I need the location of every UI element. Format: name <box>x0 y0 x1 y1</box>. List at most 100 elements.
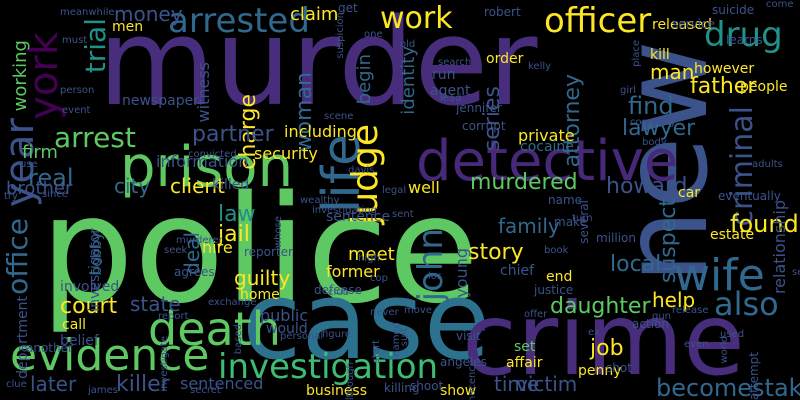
word: eventually <box>718 189 781 203</box>
word: arrested <box>168 1 310 41</box>
word: legal <box>382 185 407 196</box>
word: howard <box>606 174 688 199</box>
word: find <box>628 92 674 120</box>
word: state <box>130 292 181 316</box>
word: guilty <box>234 266 291 290</box>
word: jail <box>218 222 250 247</box>
word: real <box>28 164 74 192</box>
word: lead <box>440 93 462 104</box>
word: security <box>254 144 318 163</box>
word: agent <box>430 83 471 99</box>
word: event <box>62 105 91 116</box>
word: daughter <box>550 294 651 319</box>
word: sentenced <box>180 374 264 393</box>
word: whose <box>273 216 284 248</box>
word: story <box>468 240 524 265</box>
word: girl <box>620 85 637 96</box>
word: department <box>15 296 31 379</box>
word: working <box>10 40 31 112</box>
word: james <box>88 385 119 396</box>
word: prison <box>120 135 294 200</box>
word: meet <box>348 244 395 265</box>
word: affair <box>506 355 543 371</box>
word: attempt <box>747 352 761 400</box>
word: firm <box>22 142 58 163</box>
word: later <box>30 372 77 396</box>
word: learns <box>726 33 763 47</box>
word: investigation <box>218 347 439 387</box>
word: office <box>1 218 34 295</box>
word: used <box>720 329 745 340</box>
word: becomestake <box>656 374 800 400</box>
word: cop <box>370 273 388 284</box>
word: public <box>260 306 309 325</box>
word: suicide <box>712 3 755 17</box>
word: shot <box>606 361 632 375</box>
word: drug <box>704 15 783 55</box>
word: adults <box>752 159 783 170</box>
word: book <box>544 245 569 256</box>
word: police <box>40 164 480 336</box>
word: try <box>4 191 18 202</box>
word: involved <box>60 279 120 295</box>
word: investigating <box>312 205 377 216</box>
word: meanwhile <box>60 7 115 18</box>
word: person <box>60 85 95 96</box>
word: private <box>518 126 575 145</box>
word: suspect <box>656 198 681 284</box>
word: move <box>404 305 432 316</box>
word: robert <box>484 5 521 19</box>
word: based <box>233 324 244 355</box>
word: another <box>26 341 73 355</box>
word: start <box>371 340 382 364</box>
word: wealthy <box>300 195 340 206</box>
word: use <box>20 159 38 170</box>
word: would <box>266 321 308 337</box>
word: men <box>112 19 144 35</box>
word: client <box>170 174 225 198</box>
word: ex <box>588 327 600 338</box>
word: action <box>632 317 669 331</box>
word: wife <box>674 250 765 301</box>
word: work <box>380 1 453 36</box>
word: clue <box>6 379 27 390</box>
word: john <box>411 228 451 302</box>
word: gun <box>652 311 672 322</box>
word: brother <box>6 178 73 199</box>
word: old <box>400 39 416 50</box>
word: convicted <box>188 149 237 160</box>
word: davis <box>348 165 375 176</box>
word: personal <box>280 331 324 342</box>
word: released <box>652 17 712 33</box>
word: witness <box>194 62 213 123</box>
word: jennifer <box>456 101 502 115</box>
word: place <box>631 40 642 67</box>
word: sent <box>392 209 414 220</box>
word: city <box>114 174 151 198</box>
word: set <box>514 339 536 355</box>
word: club <box>328 287 349 298</box>
word: newspaper <box>122 93 199 109</box>
word: man <box>650 60 695 84</box>
word: found <box>730 210 799 238</box>
word: see <box>652 117 670 128</box>
word: agrees <box>174 265 215 279</box>
word: body <box>642 137 667 148</box>
word: million <box>596 231 636 245</box>
word: penny <box>578 363 622 379</box>
word: scene <box>324 111 354 122</box>
word: also <box>714 285 779 323</box>
word: help <box>652 288 696 312</box>
word: self <box>792 267 800 278</box>
word: kelly <box>528 61 552 72</box>
word: murder <box>98 0 538 133</box>
word: bobby <box>89 232 105 276</box>
word: car <box>678 185 701 201</box>
word: sentence <box>326 209 391 225</box>
word: well <box>408 178 440 197</box>
word: order <box>486 51 524 67</box>
word: people <box>740 79 788 95</box>
word: end <box>546 269 573 285</box>
word: case <box>242 259 491 384</box>
